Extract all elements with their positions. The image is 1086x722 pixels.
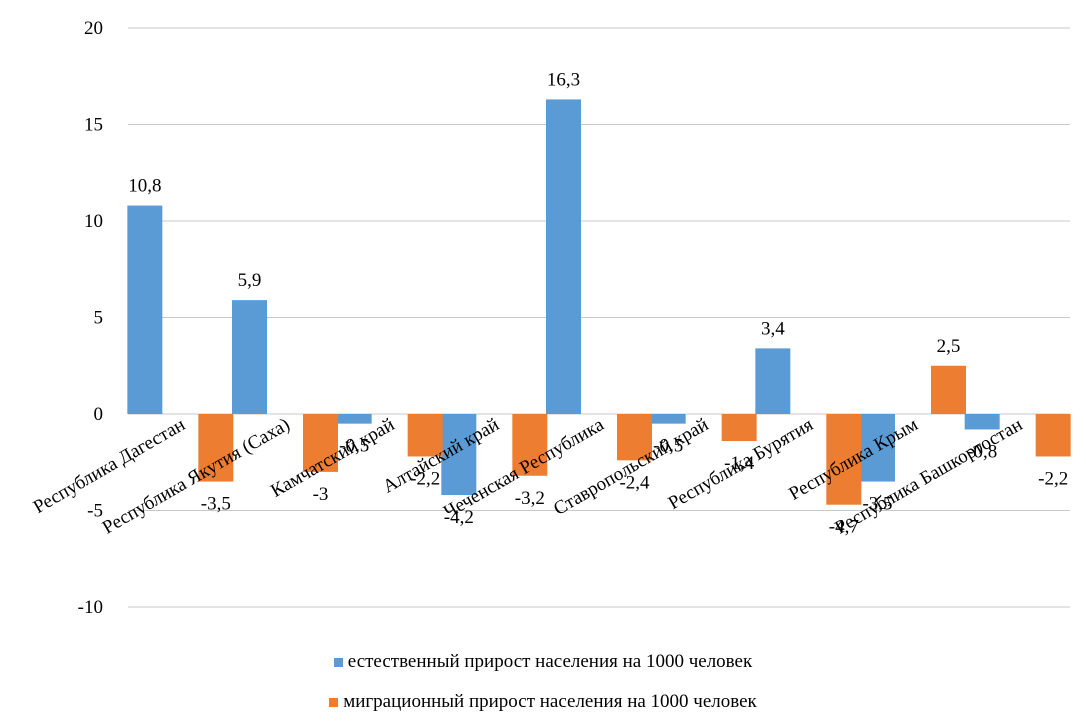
y-tick-label: 0 <box>94 404 104 425</box>
bar-natural <box>964 414 1000 430</box>
legend-swatch-migration <box>329 697 339 707</box>
y-tick-label: 5 <box>94 308 104 329</box>
bar-natural <box>546 99 581 414</box>
y-tick-label: 10 <box>84 211 103 232</box>
data-label-natural: 5,9 <box>238 270 262 291</box>
data-label-migration: -3,2 <box>515 488 545 509</box>
data-label-migration: 2,5 <box>937 336 961 357</box>
data-label-migration: -2,4 <box>619 472 650 493</box>
data-label-natural: 10,8 <box>128 176 161 197</box>
legend-swatch-natural <box>333 657 343 667</box>
data-label-migration: -3 <box>313 484 329 505</box>
gridlines <box>128 27 1070 608</box>
bar-natural <box>441 414 477 496</box>
data-label-natural: -0,5 <box>339 436 369 457</box>
data-labels: 10,8 5,9 -0,5 -4,2 16,3 -0,5 3,4 -3,5 -0,8 -3,5 -3… <box>128 69 1068 537</box>
data-label-migration: -3,5 <box>201 494 231 515</box>
category-label: Республика Якутия (Саха) <box>99 414 294 538</box>
data-label-natural: -0,5 <box>653 436 683 457</box>
bar-natural <box>336 414 372 424</box>
y-tick-label: 20 <box>84 18 103 39</box>
bar-migration <box>407 414 443 457</box>
legend-item-migration: миграционный прирост населения на 1000 ч… <box>329 682 757 722</box>
data-label-natural: 3,4 <box>761 318 785 339</box>
bar-migration <box>1035 414 1071 457</box>
y-tick-label: 15 <box>84 115 103 136</box>
bar-migration <box>721 414 757 442</box>
legend-label-natural: естественный прирост населения на 1000 ч… <box>347 651 753 672</box>
data-label-natural: -4,2 <box>444 507 474 528</box>
data-label-migration: -2,2 <box>410 468 440 489</box>
data-label-migration: -2,2 <box>1038 468 1068 489</box>
data-label-natural: 16,3 <box>547 69 580 90</box>
bar-natural <box>755 348 791 414</box>
bar-natural <box>650 414 686 424</box>
y-tick-label: -5 <box>87 501 103 522</box>
bar-migration <box>198 414 234 482</box>
legend-label-migration: миграционный прирост населения на 1000 ч… <box>343 691 757 712</box>
data-label-migration: -1,4 <box>724 453 755 474</box>
data-label-migration: -4,7 <box>829 517 859 538</box>
bar-migration <box>512 414 548 476</box>
data-label-natural: -0,8 <box>967 441 997 462</box>
bar-natural <box>127 205 163 414</box>
data-label-natural: -3,5 <box>862 494 892 515</box>
y-tick-label: -10 <box>78 597 103 618</box>
bar-migration <box>826 414 862 505</box>
bar-migration <box>931 365 966 414</box>
y-axis-ticks: -10 -5 0 5 10 15 20 <box>78 18 103 618</box>
bars <box>127 99 1071 505</box>
bar-natural <box>232 300 267 414</box>
bar-migration <box>303 414 338 472</box>
legend-item-natural: естественный прирост населения на 1000 ч… <box>333 642 753 682</box>
bar-natural <box>860 414 895 482</box>
bar-migration <box>617 414 652 461</box>
legend: естественный прирост населения на 1000 ч… <box>0 642 1086 722</box>
